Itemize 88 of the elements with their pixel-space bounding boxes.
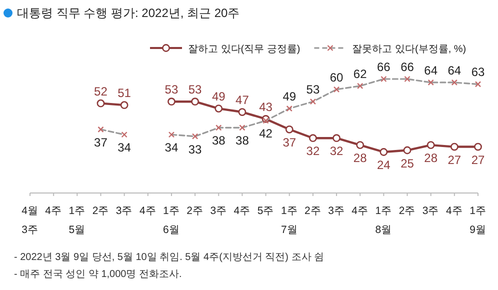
data-label: 28 — [353, 151, 368, 166]
data-label: 49 — [212, 90, 226, 104]
data-label: 28 — [424, 151, 438, 166]
point — [450, 142, 458, 151]
x-tick-label: 1주 8월 — [375, 205, 392, 236]
x-tick-label: 3주 — [422, 205, 440, 217]
data-label: 42 — [259, 126, 273, 141]
legend-label: 잘못하고 있다(부정률, %) — [352, 44, 466, 55]
point — [238, 108, 246, 116]
point — [216, 124, 222, 131]
data-label: 53 — [188, 82, 202, 97]
data-label: 34 — [118, 140, 132, 155]
data-label: 37 — [282, 135, 296, 150]
point — [168, 98, 176, 106]
point — [428, 79, 434, 86]
data-label: 38 — [236, 134, 250, 148]
x-tick-label: 4주 — [234, 205, 251, 217]
data-label: 37 — [94, 135, 108, 150]
data-label: 62 — [353, 66, 368, 81]
data-label: 51 — [118, 86, 132, 100]
point — [356, 141, 364, 149]
x-tick-label: 4주 — [45, 205, 62, 217]
point — [403, 146, 412, 154]
point — [332, 134, 340, 142]
point — [308, 134, 317, 142]
data-label: 34 — [164, 140, 178, 155]
point — [380, 148, 388, 156]
point — [262, 118, 269, 124]
point — [239, 124, 246, 131]
x-tick-label: 3주 — [210, 205, 228, 217]
x-tick-label: 2주 — [186, 205, 204, 217]
point — [120, 101, 128, 110]
text: - 매주 전국 성인 약 1,000명 전화조사. — [14, 269, 182, 280]
point — [380, 76, 387, 82]
data-label: 60 — [330, 70, 344, 84]
point — [286, 105, 292, 112]
data-label: 49 — [282, 90, 296, 104]
data-label: 47 — [236, 93, 250, 108]
x-tick-label: 4주 — [446, 205, 463, 217]
data-label: 43 — [259, 100, 273, 114]
point — [451, 79, 458, 86]
point — [474, 142, 482, 151]
x-tick-label: 3주 — [328, 205, 345, 217]
data-label: 32 — [330, 144, 344, 158]
point — [404, 76, 410, 82]
point — [168, 132, 175, 138]
point — [333, 86, 340, 93]
data-label: 24 — [377, 158, 391, 172]
text: - 2022년 3월 9일 당선, 5월 10일 취임. 5월 4주(지방선거 직전) 조사 쉼 — [14, 252, 324, 263]
data-label: 32 — [306, 144, 320, 158]
point — [191, 98, 200, 106]
x-tick-label: 1주 5월 — [68, 205, 86, 236]
x-tick-label: 1주 6월 — [163, 205, 180, 236]
data-label: 38 — [212, 134, 226, 148]
point — [285, 125, 294, 134]
x-tick-label: 4주 — [139, 205, 156, 217]
legend-label: 잘하고 있다(직무 긍정률) — [188, 44, 300, 55]
data-label: 64 — [424, 63, 438, 78]
x-tick-label: 2주 — [92, 205, 110, 217]
data-label: 27 — [471, 152, 485, 167]
data-label: 53 — [306, 82, 320, 97]
point — [310, 98, 316, 105]
point — [98, 126, 104, 133]
data-label: 53 — [164, 82, 178, 97]
x-tick-label: 4주 — [352, 205, 369, 217]
x-tick-label: 5주 — [257, 205, 274, 217]
data-label: 66 — [377, 60, 391, 74]
x-tick-label: 2주 — [304, 205, 322, 217]
data-label: 63 — [471, 65, 485, 80]
data-label: 64 — [448, 63, 462, 78]
data-label: 27 — [448, 152, 462, 167]
x-tick-label: 2주 — [398, 205, 416, 217]
point — [214, 104, 223, 112]
data-label: 66 — [400, 60, 414, 74]
data-label: 25 — [400, 156, 414, 170]
data-label: 52 — [94, 84, 108, 98]
x-tick-label: 4월 3주 — [22, 205, 38, 236]
point — [96, 99, 105, 108]
point — [192, 133, 198, 140]
x-tick-label: 3주 — [116, 205, 133, 217]
point — [426, 141, 435, 149]
x-tick-label: 1주 9월 — [470, 205, 486, 236]
point — [357, 82, 364, 90]
point — [121, 132, 128, 138]
x-tick-label: 1주 7월 — [280, 205, 298, 236]
chart-title: 대통령 직무 수행 평가: 2022년, 최근 20주 — [17, 6, 240, 20]
point — [474, 81, 482, 88]
data-label: 33 — [188, 142, 202, 156]
